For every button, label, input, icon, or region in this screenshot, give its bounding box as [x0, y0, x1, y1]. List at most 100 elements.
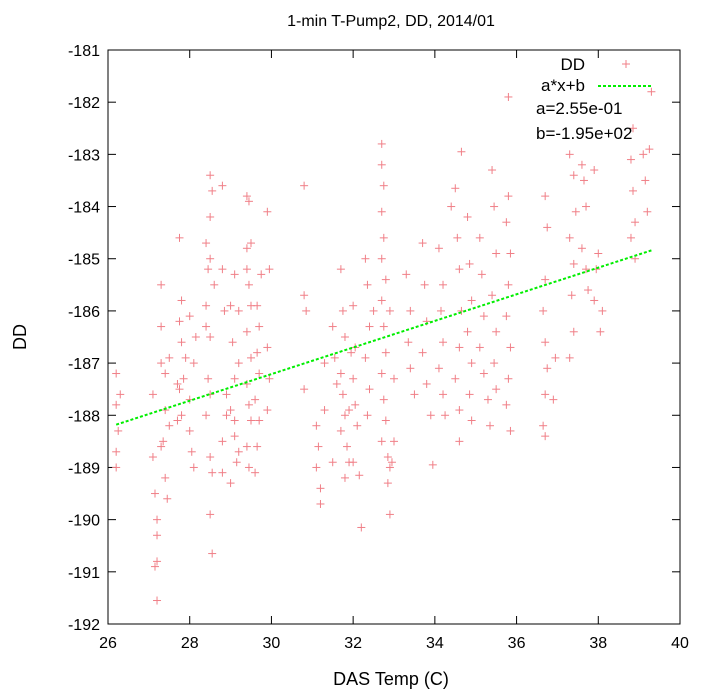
scatter-point: [206, 254, 215, 263]
scatter-point: [422, 379, 431, 388]
scatter-point: [300, 291, 309, 300]
scatter-point: [230, 374, 239, 383]
scatter-point: [365, 385, 374, 394]
plot-frame: [107, 49, 681, 625]
scatter-point: [465, 259, 474, 268]
scatter-point: [340, 411, 349, 420]
scatter-point: [377, 207, 386, 216]
scatter-point: [157, 280, 166, 289]
scatter-point: [506, 249, 515, 258]
scatter-point: [506, 426, 515, 435]
scatter-point: [338, 306, 347, 315]
scatter-point: [112, 369, 121, 378]
scatter-point: [163, 494, 172, 503]
scatter-point: [355, 471, 364, 480]
scatter-point: [179, 374, 188, 383]
scatter-point: [253, 348, 262, 357]
scatter-point: [153, 596, 162, 605]
scatter-point: [202, 411, 211, 420]
scatter-point: [345, 406, 354, 415]
scatter-point: [343, 442, 352, 451]
scatter-point: [148, 390, 157, 399]
x-tick-label: 38: [589, 635, 607, 652]
scatter-point: [582, 265, 591, 274]
scatter-point: [434, 244, 443, 253]
scatter-point: [226, 479, 235, 488]
scatter-point: [590, 296, 599, 305]
chart-title: 1-min T-Pump2, DD, 2014/01: [287, 13, 495, 30]
scatter-point: [463, 327, 472, 336]
x-tick-label: 30: [263, 635, 281, 652]
scatter-point: [175, 385, 184, 394]
scatter-point: [328, 458, 337, 467]
scatter-point: [230, 270, 239, 279]
y-tick-label: -183: [68, 147, 100, 164]
scatter-point: [569, 171, 578, 180]
scatter-point: [185, 426, 194, 435]
x-axis-label: DAS Temp (C): [333, 669, 449, 689]
scatter-point: [263, 207, 272, 216]
scatter-point: [189, 359, 198, 368]
scatter-point: [488, 166, 497, 175]
scatter-point: [492, 385, 501, 394]
scatter-point: [148, 453, 157, 462]
scatter-point: [543, 223, 552, 232]
scatter-point: [257, 270, 266, 279]
scatter-point: [641, 176, 650, 185]
scatter-point: [426, 411, 435, 420]
y-axis: -192 -191 -190 -189 -188 -187 -186 -185 -184 -183…: [68, 43, 680, 634]
scatter-point: [112, 400, 121, 409]
scatter-point: [161, 369, 170, 378]
scatter-point: [157, 322, 166, 331]
scatter-point: [385, 306, 394, 315]
scatter-point: [492, 249, 501, 258]
scatter-point: [206, 333, 215, 341]
annotation-b: b=-1.95e+02: [536, 124, 632, 143]
scatter-point: [187, 447, 196, 456]
scatter-point: [230, 432, 239, 441]
scatter-point: [418, 239, 427, 248]
scatter-point: [390, 374, 398, 383]
scatter-point: [175, 233, 184, 242]
scatter-point: [467, 359, 476, 368]
scatter-point: [328, 322, 337, 331]
scatter-point: [191, 333, 200, 341]
scatter-point: [157, 442, 166, 451]
scatter-point: [502, 312, 511, 321]
scatter-point: [626, 233, 635, 242]
legend-plus: [622, 60, 630, 68]
scatter-point: [434, 364, 443, 373]
scatter-point: [263, 343, 272, 352]
scatter-point: [247, 416, 255, 425]
scatter-point: [455, 343, 464, 352]
scatter-point: [439, 280, 448, 289]
scatter-point: [428, 460, 437, 469]
legend-marker-dd: [622, 60, 630, 68]
scatter-point: [645, 145, 654, 154]
scatter-point: [504, 374, 513, 383]
scatter-point: [312, 421, 321, 430]
scatter-point: [347, 348, 356, 357]
scatter-point: [316, 499, 325, 508]
scatter-point: [218, 265, 227, 274]
scatter-point: [551, 353, 560, 362]
scatter-point: [629, 124, 638, 133]
scatter-point: [490, 359, 499, 368]
scatter-point: [206, 212, 215, 221]
scatter-point: [541, 192, 550, 201]
scatter-point: [381, 275, 390, 284]
scatter-point: [228, 338, 237, 347]
scatter-point: [244, 197, 253, 206]
scatter-point: [244, 400, 253, 409]
scatter-point: [153, 531, 162, 540]
scatter-point: [340, 333, 349, 341]
scatter-point: [204, 265, 213, 274]
scatter-point: [467, 296, 476, 305]
scatter-point: [502, 218, 511, 227]
scatter-point: [316, 484, 325, 493]
legend-label-fit: a*x+b: [541, 76, 585, 95]
scatter-point: [204, 374, 213, 383]
scatter-point: [222, 390, 231, 399]
scatter-point: [477, 270, 486, 279]
scatter-point: [206, 510, 215, 519]
